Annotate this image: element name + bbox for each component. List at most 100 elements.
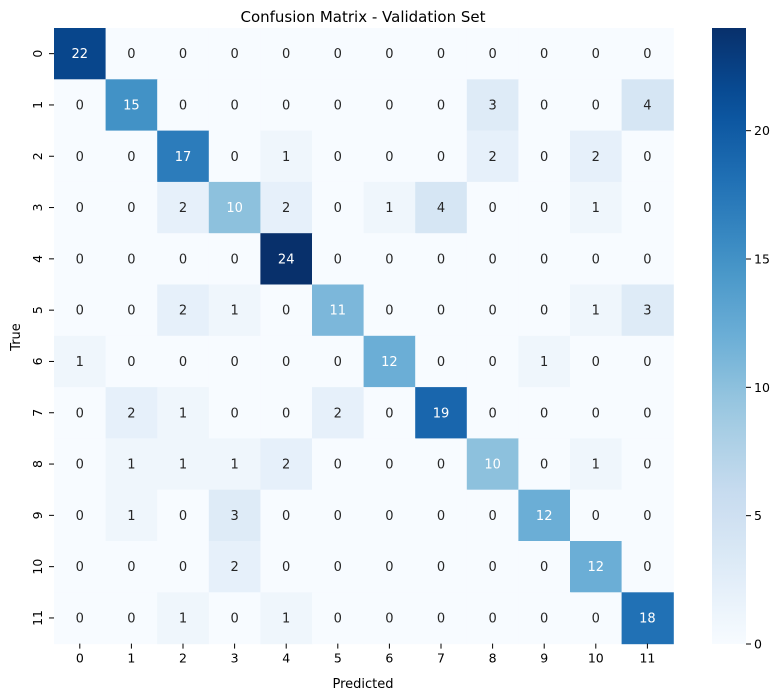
cell-value-label: 0 bbox=[540, 304, 548, 319]
cell-value-label: 0 bbox=[282, 406, 290, 421]
y-tick-label: 5 bbox=[30, 306, 45, 314]
cell-value-label: 1 bbox=[179, 406, 187, 421]
cell-value-label: 0 bbox=[334, 560, 342, 575]
cell-value-label: 0 bbox=[385, 560, 393, 575]
cell-value-label: 0 bbox=[488, 355, 496, 370]
heatmap-cell bbox=[621, 181, 674, 234]
cell-value-label: 0 bbox=[385, 611, 393, 626]
heatmap-cell bbox=[105, 181, 158, 234]
cell-value-label: 0 bbox=[592, 406, 600, 421]
heatmap-cell bbox=[105, 541, 158, 593]
cell-value-label: 12 bbox=[381, 355, 398, 370]
heatmap-cell bbox=[157, 130, 210, 183]
heatmap-cell bbox=[415, 592, 468, 645]
heatmap-cell bbox=[105, 233, 158, 286]
y-tick-label: 8 bbox=[30, 460, 45, 468]
heatmap-cell bbox=[157, 284, 210, 337]
heatmap-cell bbox=[570, 130, 623, 183]
heatmap-cell bbox=[363, 28, 416, 80]
cell-value-label: 1 bbox=[127, 509, 135, 524]
heatmap-cell bbox=[466, 592, 519, 645]
cell-value-label: 2 bbox=[179, 201, 187, 216]
heatmap-cell bbox=[570, 387, 623, 439]
cell-value-label: 0 bbox=[127, 201, 135, 216]
cell-value-label: 0 bbox=[643, 509, 651, 524]
heatmap-cell bbox=[363, 79, 416, 132]
cell-value-label: 0 bbox=[76, 560, 84, 575]
cell-value-label: 0 bbox=[643, 252, 651, 267]
heatmap-cell bbox=[208, 181, 261, 234]
heatmap-cell bbox=[208, 130, 261, 183]
cell-value-label: 1 bbox=[385, 201, 393, 216]
cell-value-label: 0 bbox=[230, 150, 238, 165]
cell-value-label: 1 bbox=[282, 150, 290, 165]
heatmap-cell bbox=[157, 387, 210, 439]
heatmap-cell bbox=[466, 335, 519, 388]
cell-value-label: 19 bbox=[433, 406, 450, 421]
heatmap-cell bbox=[105, 489, 158, 542]
cell-value-label: 0 bbox=[179, 560, 187, 575]
cell-value-label: 0 bbox=[592, 611, 600, 626]
y-axis-label: True bbox=[9, 323, 24, 352]
cell-value-label: 0 bbox=[76, 150, 84, 165]
heatmap-cell bbox=[518, 79, 571, 132]
cell-value-label: 12 bbox=[588, 560, 605, 575]
colorbar-tick-label: 0 bbox=[754, 637, 762, 652]
heatmap-cell bbox=[518, 592, 571, 645]
cell-value-label: 0 bbox=[76, 98, 84, 113]
heatmap-cell bbox=[208, 284, 261, 337]
cell-value-label: 0 bbox=[488, 252, 496, 267]
cell-value-label: 22 bbox=[72, 47, 89, 62]
heatmap-cell bbox=[157, 181, 210, 234]
cell-value-label: 1 bbox=[592, 304, 600, 319]
heatmap-cell bbox=[54, 233, 107, 286]
heatmap-cell bbox=[260, 28, 313, 80]
heatmap-cell bbox=[363, 438, 416, 491]
heatmap-cell bbox=[621, 233, 674, 286]
cell-value-label: 0 bbox=[488, 201, 496, 216]
y-tick-label: 10 bbox=[30, 559, 45, 575]
colorbar-gradient bbox=[712, 28, 746, 644]
heatmap-cell bbox=[570, 438, 623, 491]
heatmap-cell bbox=[157, 28, 210, 80]
cell-value-label: 0 bbox=[540, 252, 548, 267]
cell-value-label: 0 bbox=[643, 201, 651, 216]
cell-value-label: 0 bbox=[643, 458, 651, 473]
cell-value-label: 1 bbox=[76, 355, 84, 370]
heatmap-cell bbox=[260, 284, 313, 337]
cell-value-label: 0 bbox=[643, 150, 651, 165]
cell-value-label: 10 bbox=[226, 201, 243, 216]
heatmap-cell bbox=[621, 130, 674, 183]
heatmap-cell bbox=[54, 130, 107, 183]
cell-value-label: 0 bbox=[385, 150, 393, 165]
heatmap-cell bbox=[518, 387, 571, 439]
cell-value-label: 0 bbox=[540, 98, 548, 113]
cell-value-label: 0 bbox=[437, 560, 445, 575]
heatmap-cell bbox=[363, 335, 416, 388]
heatmap-cell bbox=[260, 438, 313, 491]
colorbar-tick-label: 15 bbox=[754, 252, 770, 267]
cell-value-label: 0 bbox=[385, 509, 393, 524]
x-tick-label: 5 bbox=[334, 651, 342, 666]
heatmap-cell bbox=[466, 130, 519, 183]
heatmap-cell bbox=[105, 130, 158, 183]
cell-value-label: 0 bbox=[127, 611, 135, 626]
heatmap-cell bbox=[518, 489, 571, 542]
heatmap-cell bbox=[415, 387, 468, 439]
heatmap-cell bbox=[621, 489, 674, 542]
cell-value-label: 0 bbox=[76, 406, 84, 421]
x-tick-label: 9 bbox=[540, 651, 548, 666]
y-tick-label: 1 bbox=[30, 101, 45, 109]
cell-value-label: 0 bbox=[76, 611, 84, 626]
cell-value-label: 2 bbox=[488, 150, 496, 165]
heatmap-cell bbox=[54, 181, 107, 234]
x-axis-label: Predicted bbox=[332, 677, 393, 692]
cell-value-label: 0 bbox=[76, 509, 84, 524]
cell-value-label: 15 bbox=[123, 98, 140, 113]
cell-value-label: 0 bbox=[437, 98, 445, 113]
cell-value-label: 0 bbox=[385, 47, 393, 62]
heatmap-cell bbox=[312, 592, 365, 645]
cell-value-label: 0 bbox=[540, 611, 548, 626]
cell-value-label: 0 bbox=[488, 611, 496, 626]
heatmap-cell bbox=[363, 387, 416, 439]
